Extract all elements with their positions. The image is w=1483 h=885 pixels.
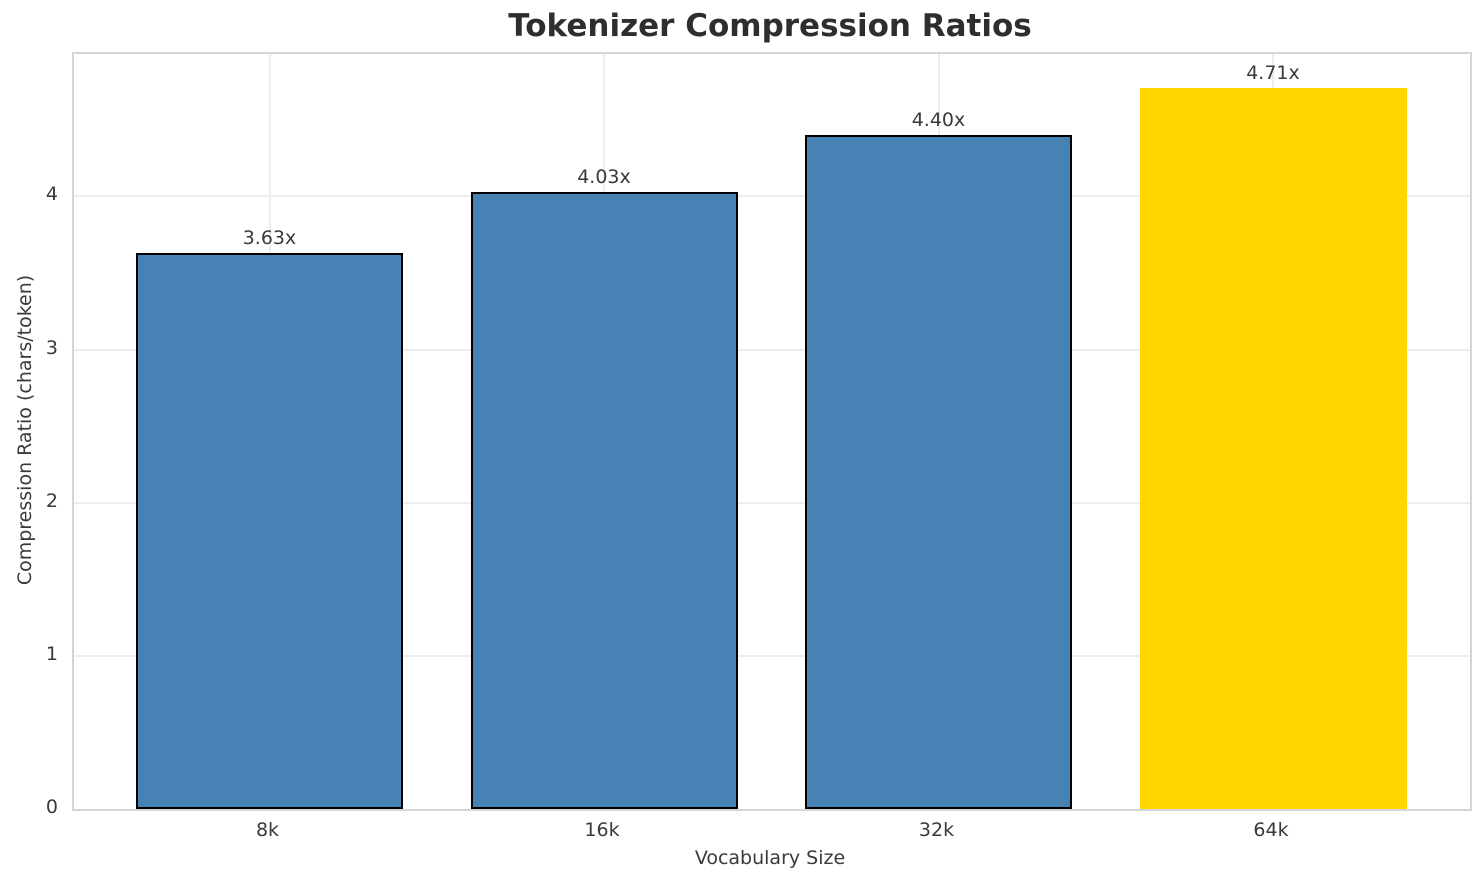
y-tick-label-0: 0 xyxy=(45,796,58,818)
bar-8k xyxy=(136,253,403,809)
y-tick-label-2: 2 xyxy=(45,489,58,512)
y-tick-label-1: 1 xyxy=(45,642,58,665)
bar-value-label-16k: 4.03x xyxy=(577,165,631,188)
x-tick-label-16k: 16k xyxy=(584,819,620,841)
x-axis-label: Vocabulary Size xyxy=(694,847,846,869)
bar-value-label-8k: 3.63x xyxy=(242,227,297,250)
x-tick-label-32k: 32k xyxy=(918,819,955,841)
bar-value-label-64k: 4.71x xyxy=(1246,61,1300,84)
gridline-h-1 xyxy=(74,654,1470,657)
x-tick-label-64k: 64k xyxy=(1253,819,1289,841)
bar-64k xyxy=(1139,87,1407,809)
chart-title: Tokenizer Compression Ratios xyxy=(508,8,1032,44)
gridline-h-2 xyxy=(74,501,1470,504)
y-tick-label-3: 3 xyxy=(45,336,58,359)
bar-16k xyxy=(470,191,738,809)
bar-32k xyxy=(805,135,1072,809)
gridline-h-4 xyxy=(74,195,1470,198)
x-tick-label-8k: 8k xyxy=(255,819,280,841)
bar-value-label-32k: 4.40x xyxy=(911,109,966,132)
plot-area: 3.63x 4.03x 4.40x 4.71x xyxy=(72,52,1472,811)
y-tick-label-4: 4 xyxy=(45,183,58,206)
gridline-h-3 xyxy=(74,348,1470,351)
y-axis-label: Compression Ratio (chars/token) xyxy=(14,274,36,586)
